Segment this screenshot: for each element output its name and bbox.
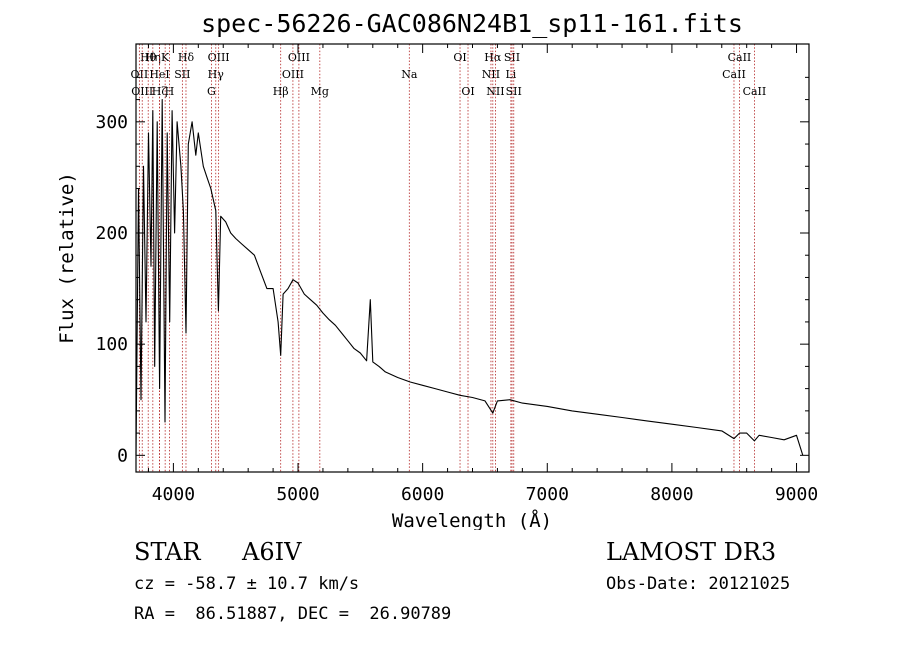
line-label: SII [504, 51, 520, 64]
line-label: CaII [743, 85, 767, 98]
line-label: OII [131, 68, 149, 81]
line-label: K [161, 51, 170, 64]
line-label: CaII [728, 51, 752, 64]
observation-date: Obs-Date: 20121025 [606, 574, 791, 594]
line-label: OIII [131, 85, 153, 98]
line-label: Hγ [208, 68, 225, 81]
spectrum-line [135, 99, 804, 456]
line-label: Hβ [273, 85, 289, 98]
survey-name: LAMOST DR3 [606, 538, 777, 566]
line-label: OIII [282, 68, 304, 81]
chart-title: spec-56226-GAC086N24B1_sp11-161.fits [201, 9, 743, 38]
x-tick-label: 8000 [650, 484, 693, 505]
y-tick-label: 100 [95, 334, 128, 355]
y-tick-label: 200 [95, 223, 128, 244]
line-label: CaII [722, 68, 746, 81]
line-label: NII [482, 68, 500, 81]
plot-frame [135, 43, 810, 473]
line-label: Li [505, 68, 516, 81]
line-label: Hζ [152, 85, 168, 98]
line-label: OIII [208, 51, 230, 64]
line-label: SII [174, 68, 190, 81]
line-label: NII [486, 85, 504, 98]
spectrum-series [135, 99, 804, 456]
axes: 4000 5000 6000 7000 8000 9000 0 100 200 300 [95, 44, 818, 505]
y-tick-label: 0 [117, 445, 128, 466]
ra-dec-coordinates: RA = 86.51887, DEC = 26.90789 [134, 604, 452, 624]
x-tick-label: 9000 [775, 484, 818, 505]
line-label: Mg [311, 85, 329, 98]
line-label: Hα [484, 51, 502, 64]
line-label: H [165, 85, 175, 98]
x-tick-label: 6000 [401, 484, 444, 505]
line-label: Hη [145, 51, 161, 64]
line-label: OIII [288, 51, 310, 64]
y-axis-label: Flux (relative) [56, 172, 78, 344]
line-label: Hδ [178, 51, 195, 64]
y-tick-label: 300 [95, 112, 128, 133]
x-tick-label: 7000 [526, 484, 569, 505]
redshift-cz: cz = -58.7 ± 10.7 km/s [134, 574, 360, 594]
x-tick-label: 5000 [276, 484, 319, 505]
line-label: OI [461, 85, 474, 98]
x-tick-label: 4000 [152, 484, 195, 505]
line-label: Na [401, 68, 418, 81]
line-label: SII [506, 85, 522, 98]
object-subclass: A6IV [242, 538, 302, 566]
line-label: G [207, 85, 216, 98]
spectrum-chart: spec-56226-GAC086N24B1_sp11-161.fits HθO… [56, 9, 818, 530]
object-class: STAR [134, 538, 201, 566]
line-label: OI [453, 51, 466, 64]
x-axis-label: Wavelength (Å) [392, 509, 552, 530]
